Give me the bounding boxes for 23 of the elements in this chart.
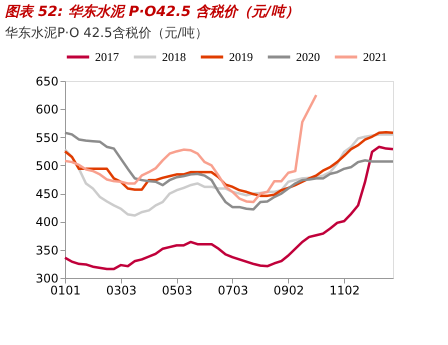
x-tick-label: 0902 — [274, 284, 304, 298]
line-series — [64, 94, 318, 204]
y-tick-label: 550 — [36, 130, 58, 145]
y-tick-label: 300 — [36, 272, 58, 286]
x-tick-label: 0303 — [106, 284, 137, 298]
chart-title: 图表 52: 华东水泥 P·O42.5 含税价（元/吨） — [5, 3, 299, 20]
legend-label: 2019 — [229, 50, 253, 64]
legend-label: 2017 — [95, 50, 119, 64]
legend-label: 2018 — [162, 50, 186, 64]
y-tick-label: 500 — [36, 158, 58, 173]
line-series — [64, 146, 394, 270]
x-tick-label: 0101 — [50, 284, 81, 298]
legend-label: 2020 — [296, 50, 320, 64]
chart-subtitle: 华东水泥P·O 42.5含税价（元/吨） — [5, 26, 208, 41]
y-tick-label: 650 — [36, 74, 58, 88]
y-tick-label: 450 — [36, 187, 58, 202]
x-tick-label: 0503 — [162, 284, 192, 298]
y-tick-label: 400 — [36, 215, 58, 230]
x-tick-label: 1102 — [329, 284, 360, 298]
legend-label: 2021 — [363, 50, 387, 64]
y-tick-label: 600 — [36, 102, 58, 117]
x-tick-label: 0703 — [218, 284, 248, 298]
y-tick-label: 350 — [36, 243, 58, 258]
